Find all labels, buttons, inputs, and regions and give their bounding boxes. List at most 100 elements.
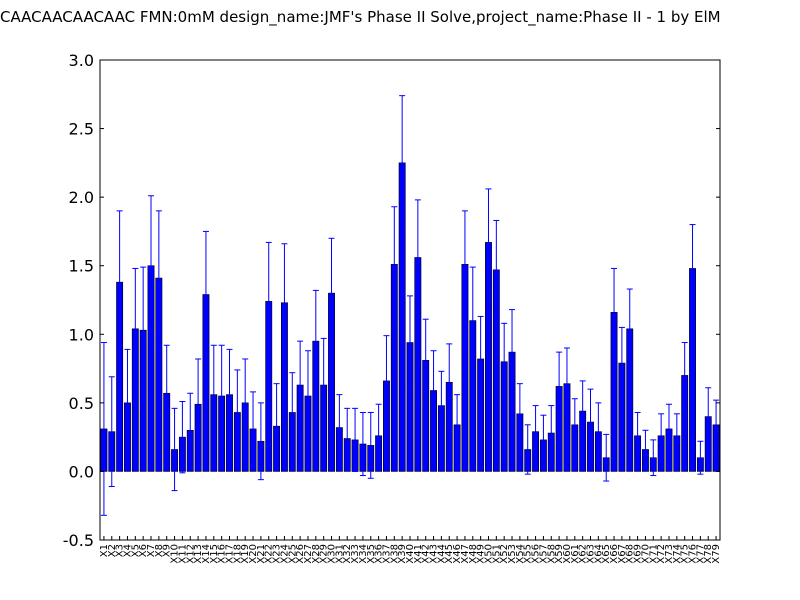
x-tick-label: X70 bbox=[640, 544, 651, 564]
error-bar bbox=[571, 398, 578, 452]
error-bar bbox=[430, 350, 437, 431]
error-bar bbox=[179, 400, 186, 474]
x-tick-label: X60 bbox=[562, 544, 573, 564]
x-tick-label: X61 bbox=[570, 544, 581, 564]
x-tick-label: X67 bbox=[617, 544, 628, 564]
x-tick-label: X62 bbox=[578, 544, 589, 564]
error-bar bbox=[140, 266, 147, 394]
x-tick-label: X48 bbox=[468, 544, 479, 564]
error-bar bbox=[132, 267, 139, 390]
error-bar bbox=[210, 344, 217, 445]
x-tick-label: X71 bbox=[648, 544, 659, 564]
error-bar bbox=[234, 369, 241, 456]
error-bar bbox=[155, 210, 162, 346]
error-bar bbox=[618, 326, 625, 400]
x-tick-label: X28 bbox=[311, 544, 322, 564]
error-bar bbox=[705, 387, 712, 446]
x-tick-label: X75 bbox=[680, 544, 691, 564]
error-bar bbox=[100, 342, 107, 516]
error-bar bbox=[124, 348, 131, 457]
error-bar bbox=[202, 230, 209, 359]
x-tick-label: X1 bbox=[99, 544, 110, 557]
x-tick-label: X65 bbox=[601, 544, 612, 564]
error-bar bbox=[414, 199, 421, 316]
x-tick-label: X10 bbox=[170, 544, 181, 564]
error-bar bbox=[540, 414, 547, 466]
x-tick-label: X12 bbox=[185, 544, 196, 564]
error-bar bbox=[328, 237, 335, 349]
error-bar bbox=[673, 413, 680, 459]
error-bar bbox=[603, 433, 610, 482]
x-tick-label: X8 bbox=[154, 544, 165, 557]
error-bar bbox=[399, 95, 406, 231]
x-axis: X1X2X3X4X5X6X7X8X9X10X11X12X13X14X15X16X… bbox=[99, 536, 722, 564]
x-tick-label: X16 bbox=[217, 544, 228, 564]
x-tick-label: X66 bbox=[609, 544, 620, 564]
x-tick-label: X63 bbox=[586, 544, 597, 564]
error-bar bbox=[265, 241, 272, 361]
error-bar bbox=[532, 405, 539, 459]
x-tick-label: X17 bbox=[224, 544, 235, 564]
x-tick-label: X3 bbox=[115, 544, 126, 557]
x-tick-label: X43 bbox=[429, 544, 440, 564]
x-tick-label: X58 bbox=[546, 544, 557, 564]
x-tick-label: X41 bbox=[413, 544, 424, 564]
x-tick-label: X6 bbox=[138, 544, 149, 557]
x-tick-label: X39 bbox=[397, 544, 408, 564]
x-tick-label: X55 bbox=[523, 544, 534, 564]
error-bar bbox=[163, 344, 170, 442]
error-bar bbox=[312, 289, 319, 393]
y-tick-label: 2.5 bbox=[69, 120, 94, 139]
error-bar bbox=[297, 340, 304, 430]
x-tick-label: X73 bbox=[664, 544, 675, 564]
x-tick-label: X26 bbox=[295, 544, 306, 564]
error-bar bbox=[611, 267, 618, 357]
error-bar bbox=[713, 399, 720, 450]
error-bar bbox=[250, 391, 257, 467]
error-bar bbox=[650, 439, 657, 477]
error-bar bbox=[634, 411, 641, 460]
x-tick-label: X52 bbox=[499, 544, 510, 564]
y-tick-label: 0.5 bbox=[69, 394, 94, 413]
error-bar bbox=[422, 318, 429, 402]
x-tick-label: X40 bbox=[405, 544, 416, 564]
error-bar bbox=[595, 402, 602, 461]
x-tick-label: X4 bbox=[122, 544, 133, 557]
error-bar bbox=[665, 403, 672, 455]
chart-title: CAACAACAACAAC FMN:0mM design_name:JMF's … bbox=[0, 8, 721, 26]
x-tick-label: X18 bbox=[232, 544, 243, 564]
x-tick-label: X11 bbox=[177, 544, 188, 564]
error-bar bbox=[642, 429, 649, 470]
error-bar bbox=[289, 372, 296, 453]
x-tick-label: X56 bbox=[531, 544, 542, 564]
error-bar bbox=[320, 337, 327, 433]
x-tick-label: X9 bbox=[162, 544, 173, 557]
error-bar bbox=[697, 440, 704, 475]
error-bar bbox=[336, 394, 343, 461]
x-tick-label: X29 bbox=[319, 544, 330, 564]
error-bar bbox=[524, 424, 531, 475]
error-bar bbox=[242, 358, 249, 448]
error-bar bbox=[367, 411, 374, 479]
x-tick-label: X38 bbox=[389, 544, 400, 564]
x-tick-label: X50 bbox=[483, 544, 494, 564]
x-tick-label: X36 bbox=[374, 544, 385, 564]
x-tick-label: X45 bbox=[444, 544, 455, 564]
error-bar bbox=[446, 343, 453, 422]
error-bar bbox=[689, 224, 696, 313]
error-bar bbox=[281, 243, 288, 363]
error-bar bbox=[344, 407, 351, 470]
error-bar bbox=[187, 392, 194, 468]
error-bar bbox=[438, 370, 445, 441]
error-bar bbox=[485, 188, 492, 297]
x-tick-label: X53 bbox=[507, 544, 518, 564]
x-tick-label: X14 bbox=[201, 544, 212, 564]
x-tick-label: X21 bbox=[256, 544, 267, 564]
x-tick-label: X19 bbox=[240, 544, 251, 564]
error-bars-layer bbox=[100, 95, 720, 516]
x-tick-label: X59 bbox=[554, 544, 565, 564]
x-tick-label: X5 bbox=[130, 544, 141, 557]
error-bar bbox=[509, 309, 516, 396]
x-tick-label: X68 bbox=[625, 544, 636, 564]
